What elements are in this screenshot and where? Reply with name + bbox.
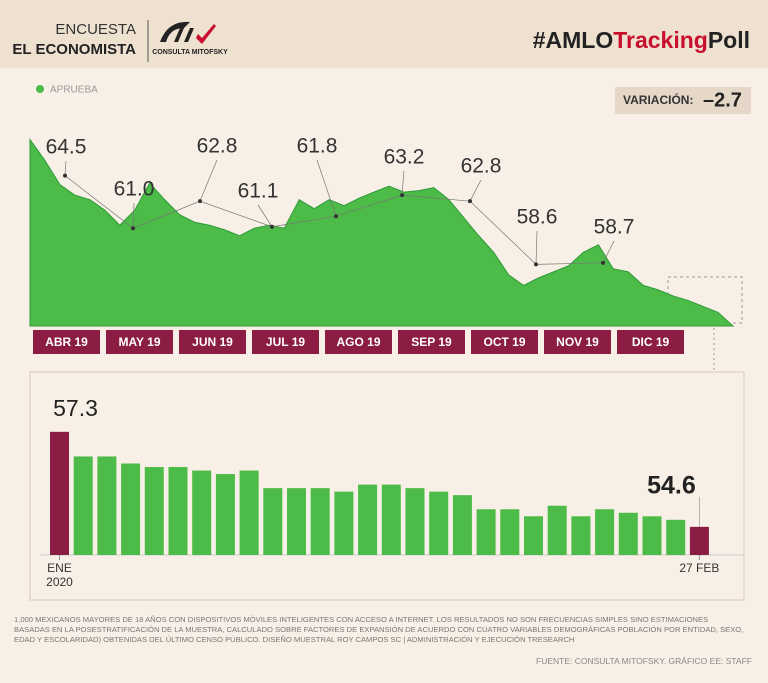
bar <box>192 470 212 555</box>
annotation-label: 58.6 <box>517 206 558 229</box>
header-band <box>0 0 768 68</box>
annotation-dot <box>400 193 404 198</box>
annotation-dot <box>270 224 274 229</box>
annotation-leader <box>257 204 273 227</box>
annotation-label: 61.0 <box>114 178 155 201</box>
bar-panel <box>29 371 745 601</box>
legend-label: APRUEBA <box>50 85 98 96</box>
variation-value: –2.7 <box>703 89 742 111</box>
annotation-leader <box>535 230 538 265</box>
value-label: 54.6 <box>647 471 696 499</box>
hashtag-a: #AMLO <box>533 27 614 53</box>
bar <box>405 488 425 555</box>
bar <box>476 509 496 555</box>
area <box>29 137 735 327</box>
month-box <box>33 330 100 354</box>
annotation-leader <box>316 159 337 217</box>
bar <box>500 509 520 555</box>
logo-text: CONSULTA MITOFSKY <box>152 49 228 56</box>
bar <box>50 431 69 555</box>
annotation-label: 63.2 <box>384 146 425 169</box>
bar <box>239 470 259 555</box>
annotation-dot <box>63 173 67 178</box>
annotation-leader <box>602 240 615 263</box>
annotation-label: 62.8 <box>461 155 502 178</box>
annotation-leader <box>199 159 218 202</box>
bar <box>144 467 164 555</box>
annotation-label: 61.8 <box>297 135 338 158</box>
annotation-dot <box>468 199 472 204</box>
annotation-label: 64.5 <box>46 136 87 159</box>
month-box <box>471 330 538 354</box>
annotation-leader <box>64 160 67 176</box>
bar <box>334 491 354 555</box>
annotation-dot <box>334 214 338 219</box>
hashtag-c: Poll <box>708 27 750 53</box>
bar <box>595 509 615 555</box>
month-label: JUL 19 <box>266 335 305 349</box>
annotation-dot <box>131 226 135 231</box>
month-label: DIC 19 <box>632 335 670 349</box>
x-tick-label: 27 FEB <box>679 561 720 575</box>
month-box <box>252 330 319 354</box>
logo: CONSULTA MITOFSKY <box>152 21 228 56</box>
annotation-dot <box>601 260 605 265</box>
bar <box>666 519 686 555</box>
bar <box>524 516 543 555</box>
bar <box>121 463 141 555</box>
month-label: SEP 19 <box>411 335 452 349</box>
annotation-leader <box>132 202 135 229</box>
bar <box>642 516 662 555</box>
month-label: MAY 19 <box>118 335 160 349</box>
month-label: AGO 19 <box>336 335 380 349</box>
month-box <box>544 330 611 354</box>
bar <box>358 484 378 555</box>
bar <box>97 456 117 555</box>
variation-box <box>615 87 751 114</box>
annotation-dot <box>198 199 202 204</box>
month-label: JUN 19 <box>192 335 233 349</box>
hashtag: #AMLOTrackingPoll <box>533 27 750 53</box>
hashtag-b: Tracking <box>613 27 708 53</box>
header-line2: EL ECONOMISTA <box>12 41 136 58</box>
bar <box>689 526 709 555</box>
month-label: NOV 19 <box>556 335 599 349</box>
bar <box>73 456 93 555</box>
annotation-dot <box>534 262 538 267</box>
source: FUENTE: CONSULTA MITOFSKY. GRÁFICO EE: S… <box>536 656 752 666</box>
annotation-label: 58.7 <box>594 216 635 239</box>
bar <box>287 488 306 555</box>
value-label: 57.3 <box>53 395 98 421</box>
month-box <box>325 330 392 354</box>
month-box <box>106 330 173 354</box>
bar <box>381 484 401 555</box>
month-box <box>617 330 684 354</box>
bar <box>168 467 188 555</box>
bar <box>263 488 283 555</box>
bar <box>571 516 591 555</box>
month-label: ABR 19 <box>45 335 88 349</box>
bar <box>452 495 472 555</box>
month-box <box>179 330 246 354</box>
bar <box>310 488 330 555</box>
annotation-leader <box>469 179 482 202</box>
month-label: OCT 19 <box>483 335 525 349</box>
bar <box>215 474 235 555</box>
bar <box>429 491 449 555</box>
variation-label: VARIACIÓN: <box>623 92 693 107</box>
month-box <box>398 330 465 354</box>
bar <box>547 505 567 555</box>
annotation-leader <box>401 170 405 196</box>
annotation-label: 61.1 <box>238 180 279 203</box>
legend-dot <box>36 85 44 93</box>
bar <box>618 512 638 555</box>
x-tick-label: ENE 2020 <box>46 561 73 589</box>
annotation-label: 62.8 <box>197 135 238 158</box>
header-line1: ENCUESTA <box>55 21 136 38</box>
footnote: 1,000 mexicanos mayores de 18 años con d… <box>14 615 744 644</box>
